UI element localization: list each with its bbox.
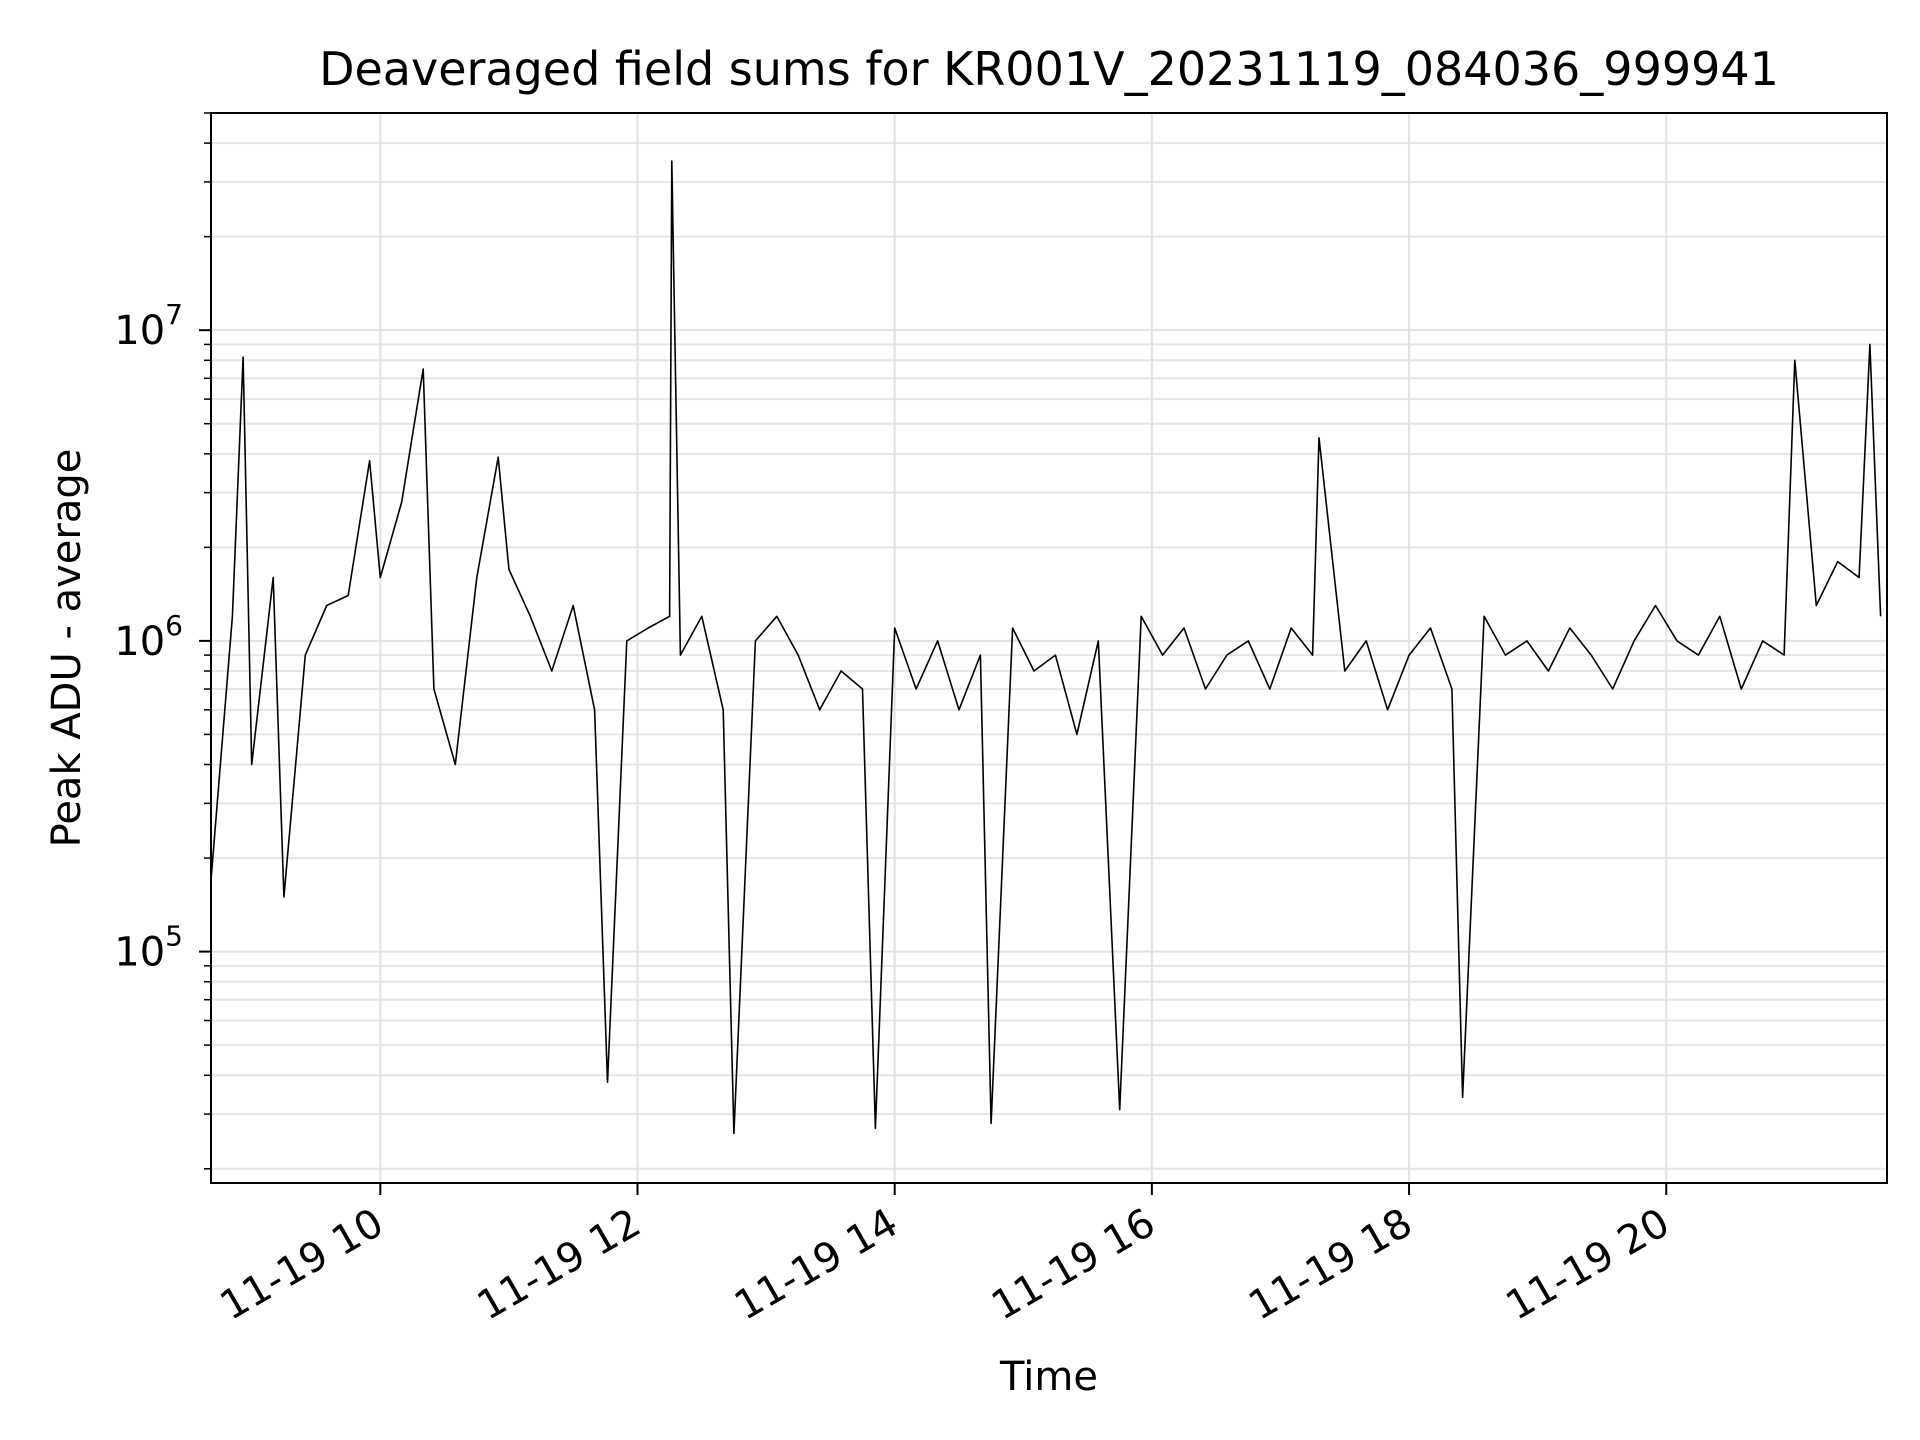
axes-frame [210,112,1888,1184]
y-tick-label: 105 [114,920,183,976]
minor-grid [211,112,1887,1170]
x-axis-label: Time [999,1354,1098,1400]
y-axis-label: Peak ADU - average [44,449,90,848]
y-tick-label: 107 [114,298,183,354]
chart-title: Deaveraged field sums for KR001V_2023111… [319,42,1779,96]
series-line [210,160,1882,1135]
ticks-layer [199,112,1668,1195]
series-layer [210,160,1882,1135]
y-tick-label: 106 [114,609,183,665]
